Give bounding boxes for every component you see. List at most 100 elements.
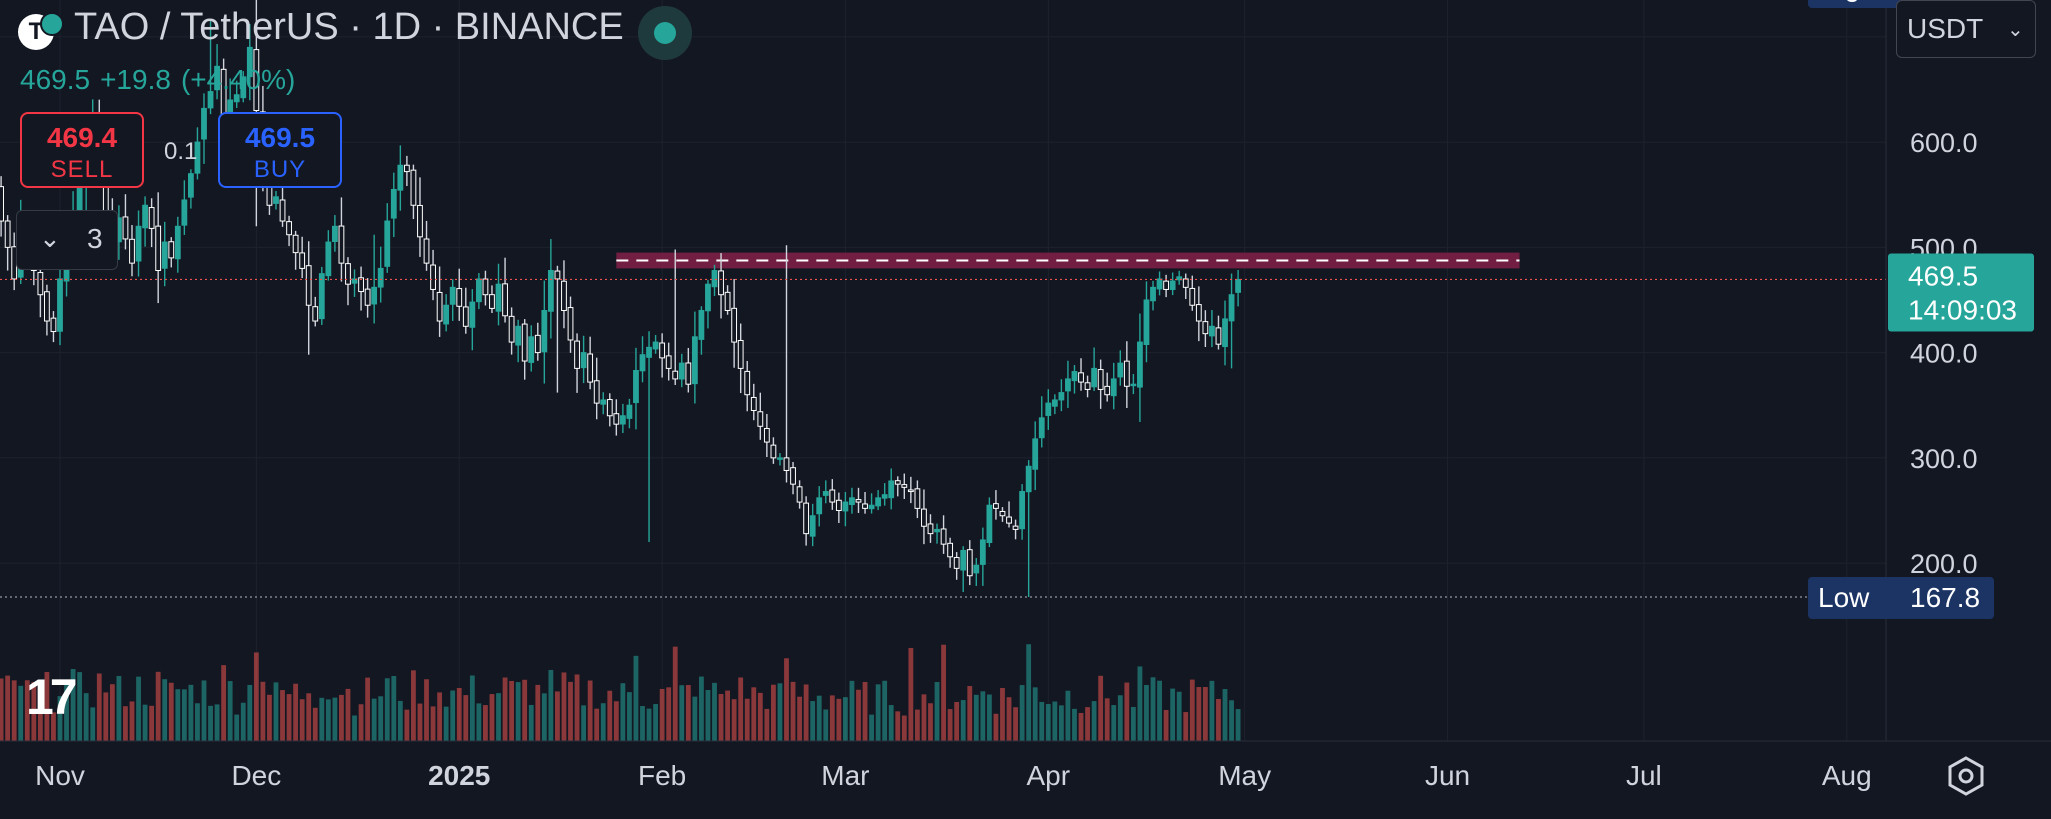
candle[interactable] <box>633 369 639 404</box>
candle[interactable] <box>312 306 319 322</box>
candle[interactable] <box>194 141 201 174</box>
candle[interactable] <box>286 221 292 236</box>
candle[interactable] <box>868 504 875 510</box>
order-quantity[interactable]: 0.1 <box>164 138 198 165</box>
candle[interactable] <box>940 528 947 545</box>
candle[interactable] <box>1209 325 1215 337</box>
candle[interactable] <box>665 355 672 369</box>
candle[interactable] <box>1058 392 1065 401</box>
candle[interactable] <box>155 225 162 272</box>
candle[interactable] <box>966 549 973 577</box>
sell-button[interactable]: 469.4 SELL <box>20 112 144 188</box>
candle[interactable] <box>1091 367 1098 388</box>
candle[interactable] <box>240 76 247 99</box>
candle[interactable] <box>587 353 594 383</box>
candle[interactable] <box>403 164 410 173</box>
candle[interactable] <box>174 225 181 260</box>
candle[interactable] <box>351 278 358 284</box>
candle[interactable] <box>299 252 306 269</box>
candle[interactable] <box>358 277 364 293</box>
candle[interactable] <box>181 199 188 226</box>
buy-button[interactable]: 469.5 BUY <box>218 112 342 188</box>
candle[interactable] <box>1189 287 1196 306</box>
candle[interactable] <box>142 204 148 229</box>
candle[interactable] <box>201 107 207 140</box>
candle[interactable] <box>691 336 698 385</box>
candle[interactable] <box>1215 327 1222 345</box>
candle[interactable] <box>678 362 685 380</box>
candle[interactable] <box>855 499 862 503</box>
candle[interactable] <box>973 564 980 574</box>
candle[interactable] <box>1143 299 1150 346</box>
candle[interactable] <box>901 484 908 488</box>
candle[interactable] <box>763 428 770 443</box>
candle[interactable] <box>724 291 731 311</box>
candle[interactable] <box>790 467 796 485</box>
candle[interactable] <box>894 480 901 485</box>
candle[interactable] <box>44 291 50 322</box>
candle[interactable] <box>475 278 482 303</box>
candle[interactable] <box>1137 341 1143 388</box>
candle[interactable] <box>613 413 620 425</box>
candle[interactable] <box>606 399 613 417</box>
candle[interactable] <box>561 280 567 312</box>
candle[interactable] <box>705 283 711 312</box>
candle[interactable] <box>449 286 456 305</box>
candle[interactable] <box>515 325 522 346</box>
candle[interactable] <box>345 263 351 285</box>
candle[interactable] <box>502 283 508 317</box>
candle[interactable] <box>207 91 214 109</box>
candle[interactable] <box>822 491 829 496</box>
candle[interactable] <box>718 270 724 296</box>
candle[interactable] <box>1222 318 1228 348</box>
candle[interactable] <box>652 341 659 350</box>
candle[interactable] <box>436 291 443 322</box>
candle[interactable] <box>246 46 253 78</box>
candle[interactable] <box>534 334 541 354</box>
candle[interactable] <box>698 310 705 340</box>
candle[interactable] <box>1130 383 1137 387</box>
candle[interactable] <box>750 396 757 411</box>
candle[interactable] <box>554 270 561 280</box>
candle[interactable] <box>469 301 476 328</box>
candle[interactable] <box>1195 304 1202 322</box>
candle[interactable] <box>462 306 469 327</box>
candle[interactable] <box>979 539 986 565</box>
candle[interactable] <box>1150 286 1156 302</box>
candle[interactable] <box>37 272 44 296</box>
candle[interactable] <box>1182 278 1189 288</box>
candle[interactable] <box>495 283 502 312</box>
candle[interactable] <box>803 502 810 535</box>
candle[interactable] <box>50 317 57 333</box>
candle[interactable] <box>1097 369 1104 390</box>
candle[interactable] <box>646 346 652 358</box>
candle[interactable] <box>0 186 4 222</box>
candle[interactable] <box>122 216 129 240</box>
candle[interactable] <box>1051 399 1058 407</box>
candle[interactable] <box>397 164 404 191</box>
candle[interactable] <box>325 241 332 277</box>
gear-icon[interactable] <box>1944 754 1988 798</box>
candle[interactable] <box>593 380 600 404</box>
candle[interactable] <box>1071 371 1078 382</box>
candle[interactable] <box>338 225 345 264</box>
candle[interactable] <box>842 501 849 512</box>
candle[interactable] <box>233 94 240 103</box>
candle[interactable] <box>796 486 803 503</box>
candle[interactable] <box>410 169 417 206</box>
candle[interactable] <box>214 65 220 91</box>
candle[interactable] <box>384 220 391 267</box>
candle[interactable] <box>835 499 842 511</box>
candle[interactable] <box>541 310 548 353</box>
candle[interactable] <box>921 508 927 527</box>
candle[interactable] <box>953 557 960 569</box>
candle[interactable] <box>1065 378 1071 392</box>
candle[interactable] <box>914 488 921 509</box>
candle[interactable] <box>161 241 168 269</box>
candle[interactable] <box>364 288 371 306</box>
market-status-icon[interactable] <box>638 6 692 60</box>
candle[interactable] <box>4 220 11 248</box>
candle[interactable] <box>489 294 495 309</box>
candle[interactable] <box>567 307 574 341</box>
candle[interactable] <box>390 188 397 219</box>
